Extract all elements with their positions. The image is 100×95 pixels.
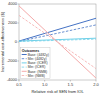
legend-swatch xyxy=(22,62,27,63)
x-tick-label: 2.0 xyxy=(93,82,99,87)
chart: 0.5 1.0 1.5 2.0 -4000 -2000 0 2000 4000 Relative … xyxy=(0,0,100,95)
legend-label: Min: (NMB) xyxy=(28,74,45,78)
x-axis-label: Relative risk of SEN from IOL xyxy=(31,89,84,94)
series-line xyxy=(19,38,96,41)
y-tick-label: 4000 xyxy=(8,1,18,6)
y-axis-label: Incremental cost-effectiveness ($) xyxy=(0,11,5,72)
series-line xyxy=(19,39,96,41)
y-tick xyxy=(18,61,20,62)
legend-swatch xyxy=(22,71,27,72)
legend-swatch xyxy=(22,58,27,59)
x-tick-label: 0.5 xyxy=(16,82,22,87)
y-tick xyxy=(18,4,20,5)
x-tick-label: 1.0 xyxy=(42,82,48,87)
lines xyxy=(19,6,96,78)
y-tick xyxy=(18,42,20,43)
series-line xyxy=(19,25,96,42)
series-line xyxy=(19,15,96,68)
y-tick xyxy=(18,80,20,81)
y-tick xyxy=(18,23,20,24)
y-tick-label: 0 xyxy=(15,39,18,44)
series-line xyxy=(19,6,96,78)
x-tick-label: 1.5 xyxy=(68,82,74,87)
y-tick-label: -2000 xyxy=(7,58,18,63)
series-line xyxy=(19,18,96,41)
y-tick-label: 2000 xyxy=(8,20,18,25)
legend: OutcomesBase: (4482y)Min: (4482y)Base: (… xyxy=(21,47,51,78)
y-tick-label: -4000 xyxy=(7,77,18,82)
legend-swatch xyxy=(22,75,27,76)
plot-frame xyxy=(19,4,96,80)
legend-swatch xyxy=(22,54,27,55)
legend-swatch xyxy=(22,67,27,68)
legend-box xyxy=(21,47,51,78)
